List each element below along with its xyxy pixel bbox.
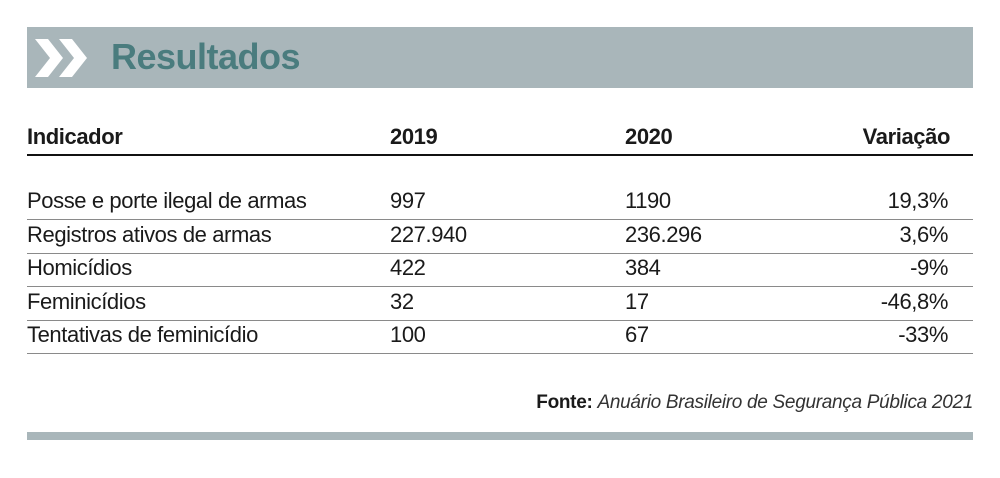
row-rule bbox=[27, 286, 973, 287]
chevrons bbox=[35, 39, 87, 77]
cell-value: 422 bbox=[390, 255, 426, 280]
cell-value: 236.296 bbox=[625, 221, 702, 247]
row-label: Feminicídios bbox=[27, 288, 146, 314]
source-text: Anuário Brasileiro de Segurança Pública … bbox=[597, 392, 974, 413]
cell-value: -33% bbox=[898, 322, 948, 347]
cell-value: 1190 bbox=[625, 188, 671, 213]
column-header: Indicador bbox=[27, 124, 123, 149]
row-rule bbox=[27, 219, 973, 220]
source: Fonte: Anuário Brasileiro de Segurança P… bbox=[536, 392, 973, 414]
column-header: Variação bbox=[862, 124, 951, 149]
row-label: Registros ativos de armas bbox=[27, 221, 272, 247]
cell-value: 227.940 bbox=[390, 221, 467, 247]
header-rule bbox=[27, 154, 973, 156]
source-label: Fonte: bbox=[536, 392, 593, 413]
header-bar: Resultados bbox=[27, 27, 973, 88]
row-label: Posse e porte ilegal de armas bbox=[27, 188, 307, 213]
title: Resultados bbox=[111, 36, 301, 77]
cell-value: 997 bbox=[390, 188, 426, 213]
row-rule bbox=[27, 353, 973, 354]
row-label: Homicídios bbox=[27, 255, 132, 280]
row-label: Tentativas de feminicídio bbox=[27, 322, 258, 347]
cell-value: 17 bbox=[625, 288, 649, 314]
row-rule bbox=[27, 252, 973, 254]
cell-value: -46,8% bbox=[880, 288, 949, 314]
cell-value: 100 bbox=[390, 322, 426, 347]
cell-value: 32 bbox=[390, 288, 414, 314]
column-header: 2019 bbox=[390, 124, 438, 149]
cell-value: -9% bbox=[910, 255, 948, 280]
footer-bar bbox=[27, 432, 973, 440]
cell-value: 67 bbox=[625, 322, 649, 347]
column-header: 2020 bbox=[625, 124, 673, 149]
cell-value: 19,3% bbox=[887, 188, 949, 213]
cell-value: 384 bbox=[625, 255, 661, 280]
row-rule bbox=[27, 319, 973, 321]
cell-value: 3,6% bbox=[899, 221, 948, 247]
